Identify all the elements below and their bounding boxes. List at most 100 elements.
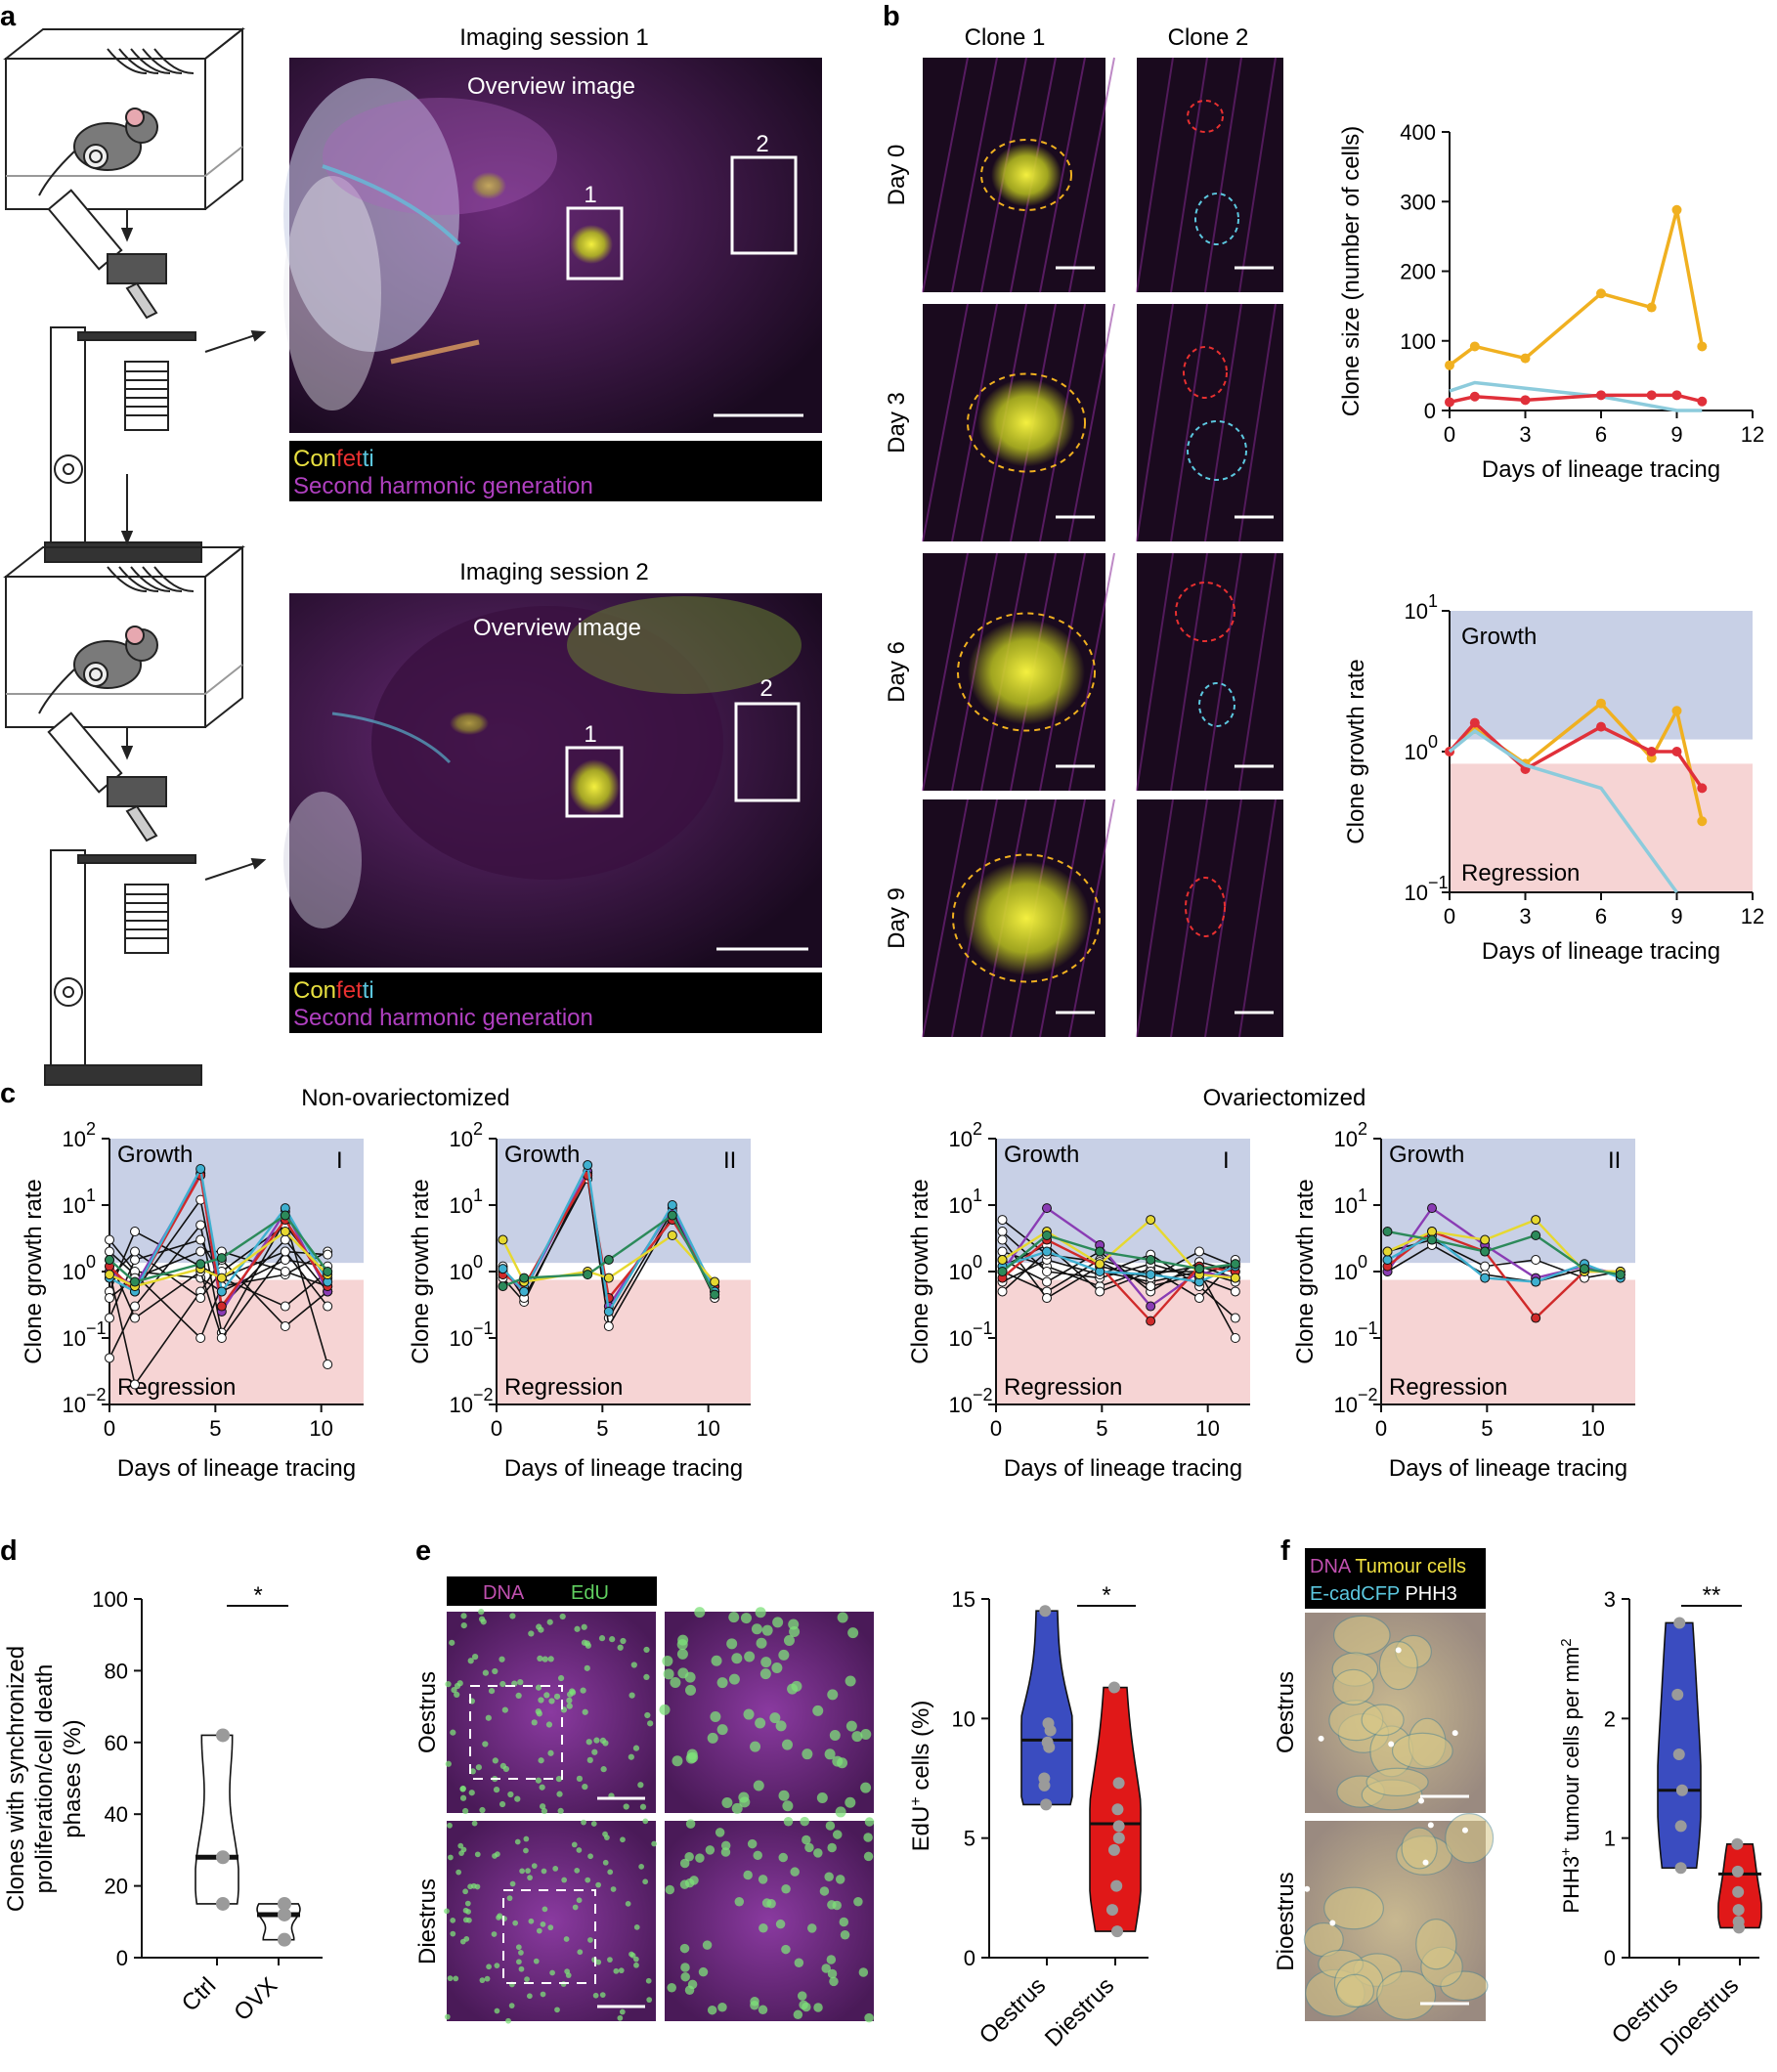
edu-nucleus	[449, 1640, 455, 1646]
significance-marker: *	[1102, 1582, 1110, 1609]
edu-nucleus	[634, 1924, 640, 1930]
cage-bar	[119, 567, 158, 591]
clone1-cells	[991, 144, 1062, 207]
workflow-schematic	[6, 29, 264, 1085]
tumour-cell	[1334, 1616, 1390, 1655]
edu-nucleus	[450, 1730, 455, 1736]
edu-nucleus	[784, 1635, 795, 1646]
edu-nucleus	[642, 1819, 648, 1825]
flow-arrow-head	[122, 532, 131, 542]
edu-nucleus	[646, 1978, 652, 1984]
edu-nucleus	[721, 1847, 731, 1857]
edu-nucleus	[812, 1705, 823, 1716]
y-tick-label: 0	[116, 1946, 128, 1970]
data-point	[217, 1302, 226, 1311]
y-tick-exponent: −2	[473, 1385, 494, 1404]
edu-nucleus	[543, 1692, 549, 1698]
y-tick-label: 10	[450, 1393, 473, 1417]
roi-label-1b: 1	[584, 721, 596, 748]
y-tick-label: 100	[92, 1587, 128, 1612]
edu-nucleus	[685, 1685, 696, 1696]
edu-nucleus	[447, 1823, 453, 1829]
edu-nucleus	[769, 1712, 780, 1723]
edu-nucleus	[471, 1883, 477, 1889]
x-tick-label: 12	[1741, 904, 1764, 928]
data-point	[281, 1302, 289, 1311]
edu-nucleus	[752, 1623, 762, 1634]
cage-bar	[143, 567, 182, 591]
edu-nucleus	[475, 1851, 481, 1857]
x-tick-label: 5	[209, 1416, 221, 1441]
edu-nucleus	[754, 1780, 764, 1791]
data-point	[281, 1211, 289, 1220]
data-point	[281, 1268, 289, 1276]
data-point	[1113, 1777, 1125, 1789]
y-axis-label: Clones with synchronized	[3, 1646, 29, 1912]
session1-image: Imaging session 1 1 2 Overview image	[283, 24, 822, 433]
y-axis-label: phases (%)	[60, 1719, 86, 1837]
edu-nucleus	[591, 1749, 597, 1755]
data-point	[196, 1221, 205, 1230]
data-point	[1113, 1833, 1125, 1844]
edu-nucleus	[446, 1761, 452, 1767]
edu-nucleus	[750, 1742, 760, 1752]
data-point	[1733, 1904, 1745, 1916]
data-point	[1231, 1260, 1239, 1269]
y-tick-exponent: 1	[1358, 1186, 1367, 1205]
data-point	[1147, 1282, 1155, 1291]
y-tick-exponent: 0	[973, 1252, 982, 1272]
edu-nucleus	[688, 1980, 698, 1990]
y-axis-label: Clone growth rate	[1292, 1179, 1319, 1363]
edu-nucleus	[509, 2003, 515, 2008]
cage-bar	[108, 49, 147, 73]
data-point	[1147, 1317, 1155, 1325]
edu-nucleus	[748, 1839, 758, 1849]
data-point	[1676, 1785, 1688, 1796]
x-tick-label: 6	[1595, 422, 1607, 447]
edu-nucleus	[479, 1617, 485, 1622]
edu-nucleus	[864, 1852, 874, 1862]
edu-nucleus	[807, 1923, 817, 1933]
data-point	[1038, 1780, 1050, 1791]
edu-nucleus	[633, 1957, 639, 1963]
edu-nucleus	[628, 1693, 634, 1699]
x-axis-label: Days of lineage tracing	[1482, 938, 1720, 965]
edu-nucleus	[455, 1870, 461, 1876]
y-tick-label: 10	[949, 1326, 973, 1351]
edu-nucleus	[633, 1746, 639, 1751]
microscope-objective	[127, 806, 156, 841]
mouse-tail	[39, 151, 74, 195]
edu-nucleus	[451, 1687, 456, 1693]
growth-label: Growth	[1004, 1142, 1079, 1168]
edu-nucleus	[820, 1886, 830, 1896]
data-point	[584, 1161, 592, 1170]
edu-nucleus	[445, 2014, 451, 2020]
edu-nucleus	[642, 1878, 648, 1884]
phh3-violin-chart: 0123OestrusDioestrus**PHH3+ tumour cells…	[1558, 1582, 1761, 2061]
y-tick-label: 10	[450, 1260, 473, 1284]
edu-nucleus	[836, 1806, 846, 1817]
edu-nucleus	[782, 1800, 793, 1811]
data-point	[1045, 1725, 1057, 1737]
cage-side	[205, 29, 242, 209]
data-point	[196, 1165, 205, 1174]
growth-rate-chart-ovx-1: GrowthRegressionI10 210 110 010 −110 −20 5 10Da…	[907, 1119, 1250, 1482]
edu-nucleus	[708, 2006, 717, 2015]
data-point	[1111, 1803, 1123, 1815]
edu-nucleus	[601, 1766, 607, 1772]
edu-nucleus	[791, 1681, 802, 1692]
edu-nucleus	[505, 2018, 511, 2024]
phh3-nucleus	[1418, 1798, 1424, 1804]
edu-nucleus	[483, 1670, 489, 1676]
edu-nucleus	[680, 1963, 690, 1972]
growth-label: Growth	[1389, 1142, 1464, 1168]
mouse-ear	[126, 108, 144, 126]
microscope-base	[45, 542, 201, 562]
edu-nucleus	[525, 1868, 531, 1874]
edu-nucleus	[494, 1963, 499, 1968]
edu-nucleus	[800, 1817, 809, 1827]
edu-nucleus	[860, 1783, 871, 1793]
tumour-cell	[1333, 1669, 1373, 1705]
edu-nucleus	[547, 1750, 553, 1756]
phh3-nucleus	[1329, 1921, 1335, 1926]
